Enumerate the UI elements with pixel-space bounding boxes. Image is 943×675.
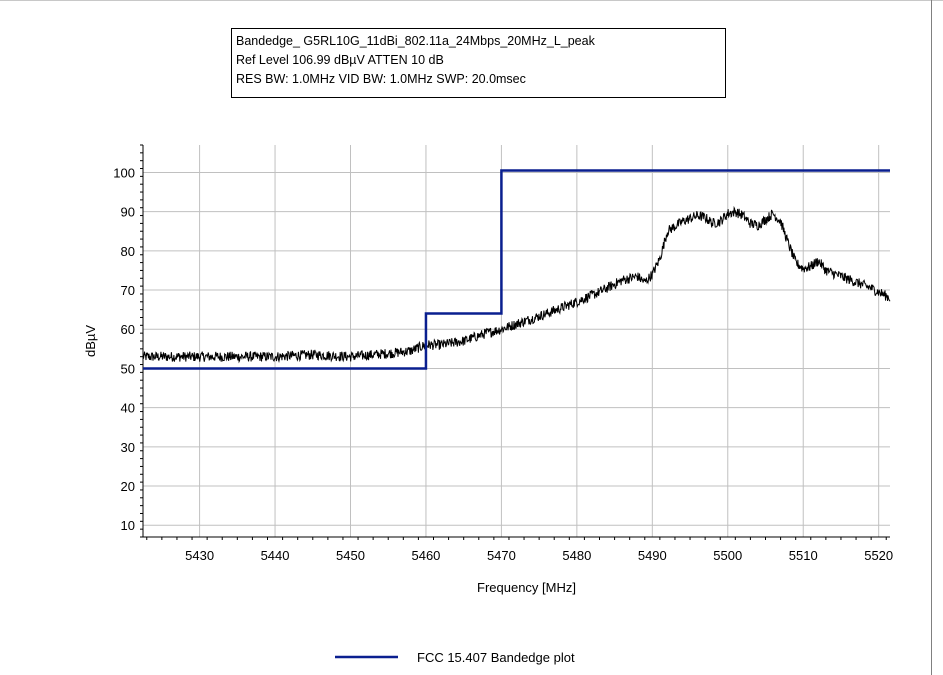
- x-tick-label: 5500: [713, 548, 742, 563]
- y-tick-label: 20: [121, 479, 135, 494]
- y-tick-label: 10: [121, 518, 135, 533]
- x-axis-label: Frequency [MHz]: [477, 580, 576, 595]
- window-right-border: [931, 0, 932, 675]
- measurement-info-box: Bandedge_ G5RL10G_11dBi_802.11a_24Mbps_2…: [231, 28, 726, 98]
- info-title-line: Bandedge_ G5RL10G_11dBi_802.11a_24Mbps_2…: [236, 34, 595, 48]
- y-tick-label: 50: [121, 361, 135, 376]
- x-tick-label: 5440: [261, 548, 290, 563]
- x-tick-label: 5520: [864, 548, 893, 563]
- y-tick-label: 80: [121, 244, 135, 259]
- x-tick-label: 5470: [487, 548, 516, 563]
- x-tick-label: 5480: [562, 548, 591, 563]
- y-axis-label: dBµV: [83, 325, 98, 357]
- info-bandwidth-line: RES BW: 1.0MHz VID BW: 1.0MHz SWP: 20.0m…: [236, 72, 526, 86]
- x-tick-label: 5510: [789, 548, 818, 563]
- x-tick-label: 5460: [411, 548, 440, 563]
- x-tick-label: 5430: [185, 548, 214, 563]
- info-ref-level-line: Ref Level 106.99 dBµV ATTEN 10 dB: [236, 53, 444, 67]
- x-tick-label: 5450: [336, 548, 365, 563]
- y-tick-label: 100: [113, 165, 135, 180]
- y-tick-label: 90: [121, 205, 135, 220]
- legend-label: FCC 15.407 Bandedge plot: [417, 650, 575, 665]
- fcc-limit-line: [143, 169, 890, 370]
- x-tick-label: 5490: [638, 548, 667, 563]
- y-tick-label: 40: [121, 401, 135, 416]
- y-tick-label: 70: [121, 283, 135, 298]
- measured-trace: [142, 205, 891, 364]
- y-tick-label: 30: [121, 440, 135, 455]
- y-tick-label: 60: [121, 322, 135, 337]
